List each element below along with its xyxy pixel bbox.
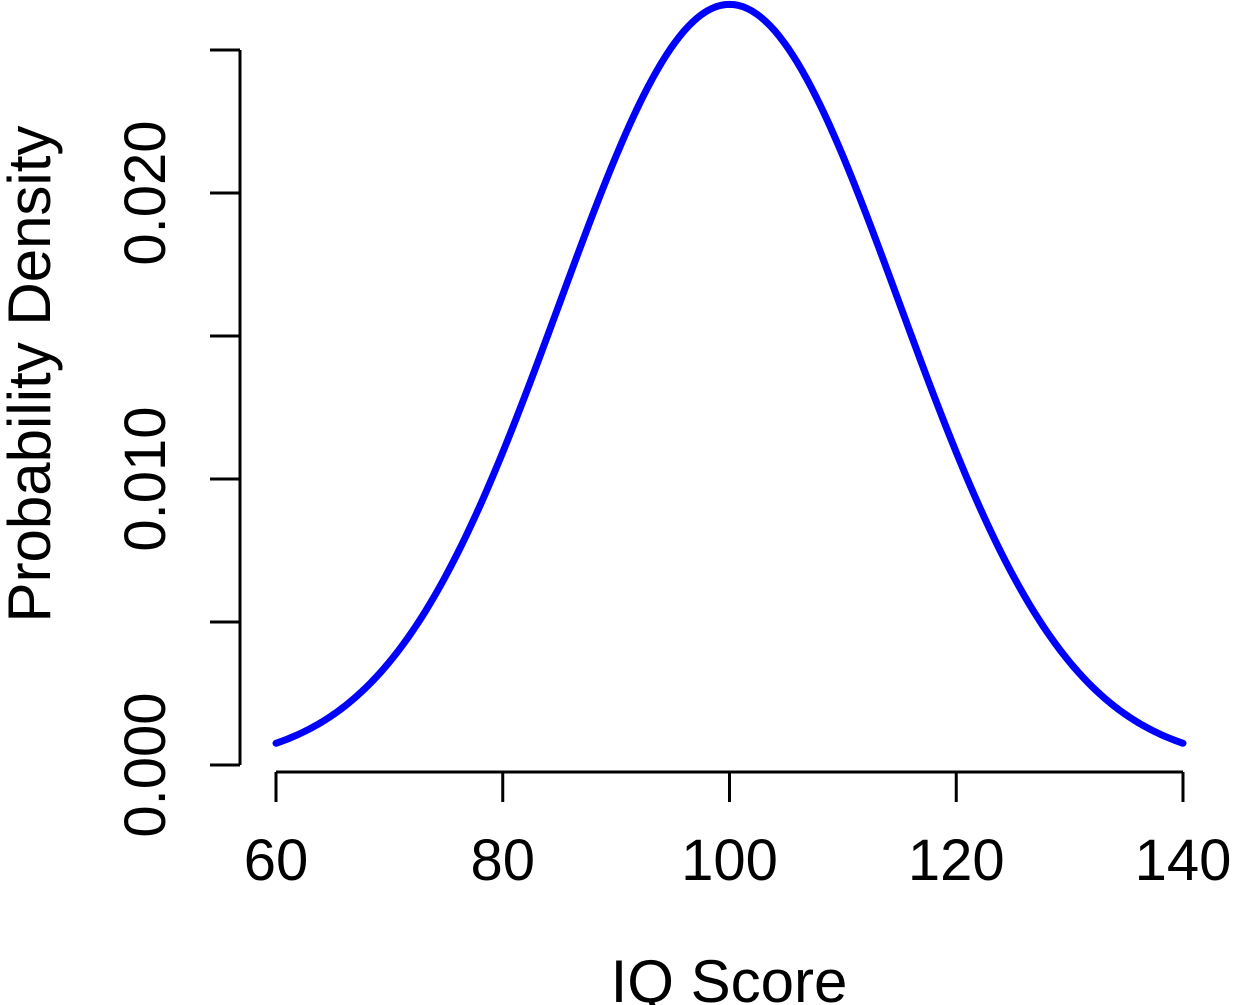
y-tick-label: 0.010 [113, 406, 178, 551]
x-axis-label: IQ Score [611, 948, 848, 1005]
y-tick-label: 0.020 [113, 120, 178, 265]
x-tick-label: 60 [244, 828, 309, 893]
y-tick-label: 0.000 [113, 692, 178, 837]
x-axis-ticks: 60 80 100 120 140 [244, 772, 1232, 893]
y-axis-ticks: 0.000 0.010 0.020 [113, 48, 240, 838]
x-tick-label: 140 [1135, 828, 1232, 893]
density-curve [272, 0, 1187, 747]
x-tick-label: 100 [681, 828, 778, 893]
x-tick-label: 80 [470, 828, 535, 893]
x-tick-label: 120 [908, 828, 1005, 893]
y-axis-label: Probability Density [0, 126, 63, 623]
